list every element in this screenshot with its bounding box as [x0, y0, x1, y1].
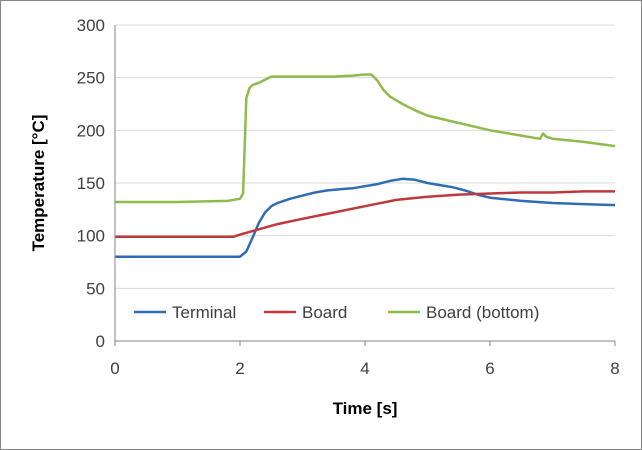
x-axis-title: Time [s] [333, 399, 398, 418]
x-tick-label: 6 [485, 359, 494, 378]
y-tick-label: 250 [77, 69, 105, 88]
x-tick-label: 8 [610, 359, 619, 378]
legend: Terminal Board Board (bottom) [134, 303, 539, 322]
tick-labels: 0 50 100 150 200 250 300 0 2 4 6 8 [77, 16, 620, 378]
y-tick-label: 100 [77, 227, 105, 246]
legend-label-1: Board [302, 303, 347, 322]
y-tick-label: 50 [86, 279, 105, 298]
series-line-2 [115, 73, 616, 204]
legend-label-2: Board (bottom) [426, 303, 539, 322]
y-tick-label: 300 [77, 16, 105, 35]
y-axis-title: Temperature [°C] [29, 115, 48, 252]
x-tick-label: 2 [235, 359, 244, 378]
series-line-1 [115, 190, 615, 238]
y-tick-label: 200 [77, 121, 105, 140]
y-tick-label: 150 [77, 174, 105, 193]
legend-label-0: Terminal [172, 303, 236, 322]
series-lines [115, 73, 616, 258]
x-tick-label: 4 [360, 359, 369, 378]
x-tick-label: 0 [110, 359, 119, 378]
y-tick-label: 0 [96, 332, 105, 351]
